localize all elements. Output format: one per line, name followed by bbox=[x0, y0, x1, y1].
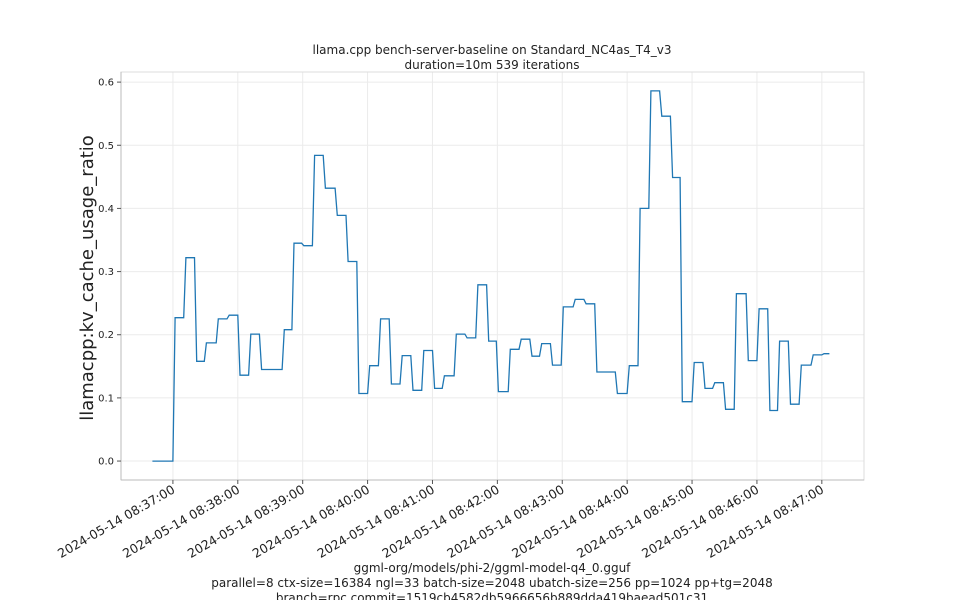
y-axis-label: llamacpp:kv_cache_usage_ratio bbox=[77, 135, 98, 421]
x-label-params: parallel=8 ctx-size=16384 ngl=33 batch-s… bbox=[211, 576, 772, 590]
plot-frame bbox=[120, 71, 865, 481]
chart-subtitle: duration=10m 539 iterations bbox=[405, 58, 580, 72]
x-tick-label: 2024-05-14 08:45:00 bbox=[574, 482, 697, 561]
x-tick-label: 2024-05-14 08:41:00 bbox=[314, 482, 437, 561]
x-tick-label: 2024-05-14 08:37:00 bbox=[55, 482, 178, 561]
grid bbox=[121, 72, 864, 480]
y-tick-label: 0.6 bbox=[98, 78, 114, 89]
y-tick-label: 0.0 bbox=[98, 457, 114, 468]
x-label-commit: branch=rpc commit=1519cb4582db5966656b88… bbox=[276, 591, 708, 600]
y-tick-label: 0.1 bbox=[98, 393, 114, 404]
x-tick-label: 2024-05-14 08:43:00 bbox=[444, 482, 567, 561]
y-tick-label: 0.3 bbox=[98, 267, 114, 278]
y-ticks: 0.0 0.1 0.2 0.3 0.4 0.5 0.6 bbox=[98, 78, 121, 468]
x-label-model: ggml-org/models/phi-2/ggml-model-q4_0.gg… bbox=[354, 561, 632, 575]
x-tick-label: 2024-05-14 08:39:00 bbox=[185, 482, 308, 561]
y-tick-label: 0.4 bbox=[98, 204, 114, 215]
series-line bbox=[152, 90, 830, 462]
y-tick-label: 0.2 bbox=[98, 330, 114, 341]
x-tick-label: 2024-05-14 08:40:00 bbox=[250, 482, 373, 561]
x-tick-label: 2024-05-14 08:42:00 bbox=[379, 482, 502, 561]
x-tick-label: 2024-05-14 08:46:00 bbox=[639, 482, 762, 561]
y-tick-label: 0.5 bbox=[98, 141, 114, 152]
x-tick-label: 2024-05-14 08:44:00 bbox=[509, 482, 632, 561]
x-tick-label: 2024-05-14 08:38:00 bbox=[120, 482, 243, 561]
chart-title: llama.cpp bench-server-baseline on Stand… bbox=[313, 43, 672, 57]
x-tick-label: 2024-05-14 08:47:00 bbox=[704, 482, 827, 561]
